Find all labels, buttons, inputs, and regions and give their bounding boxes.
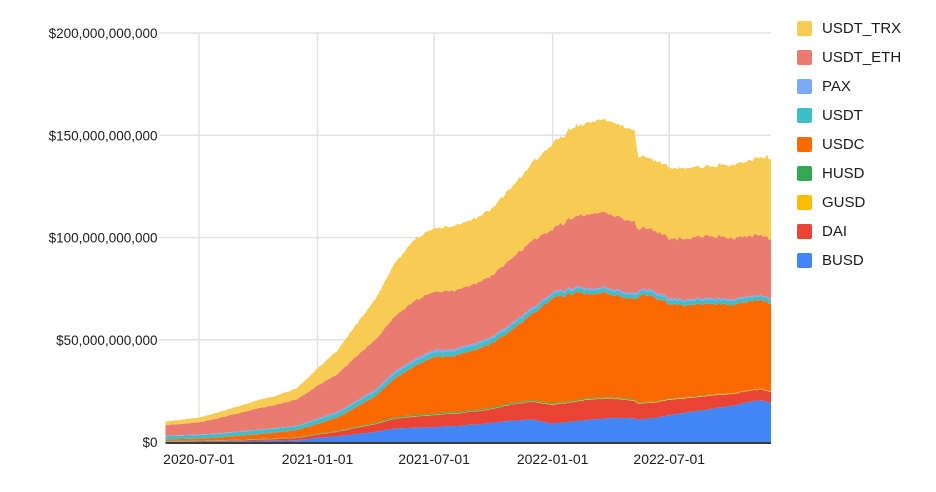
area-USDT_TRX[interactable]: [165, 118, 772, 425]
y-axis-tick-label-150B: $150,000,000,000: [49, 128, 158, 143]
y-axis-tick-label-200B: $200,000,000,000: [49, 26, 158, 41]
legend-swatch-HUSD: [797, 166, 812, 181]
area-USDT[interactable]: [165, 287, 772, 440]
legend-item-USDT_TRX[interactable]: USDT_TRX: [797, 14, 901, 43]
area-USDC[interactable]: [165, 291, 772, 441]
chart-legend: USDT_TRX USDT_ETH PAX USDT USDC HUSD GUSD DAI BU…: [797, 14, 901, 275]
x-axis-tick-label-2021-07-01: 2021-07-01: [398, 451, 470, 467]
legend-swatch-GUSD: [797, 195, 812, 210]
legend-swatch-DAI: [797, 224, 812, 239]
area-BUSD[interactable]: [165, 400, 772, 442]
y-axis-tick-label-100B: $100,000,000,000: [49, 231, 158, 246]
legend-swatch-USDC: [797, 137, 812, 152]
legend-item-GUSD[interactable]: GUSD: [797, 188, 901, 217]
legend-label-GUSD: GUSD: [822, 194, 866, 211]
x-axis-tick-label-2021-01-01: 2021-01-01: [282, 451, 354, 467]
legend-label-PAX: PAX: [822, 78, 851, 95]
area-DAI[interactable]: [165, 389, 772, 442]
legend-item-HUSD[interactable]: HUSD: [797, 159, 901, 188]
legend-label-USDC: USDC: [822, 136, 865, 153]
legend-label-DAI: DAI: [822, 223, 848, 240]
legend-item-BUSD[interactable]: BUSD: [797, 246, 901, 275]
legend-item-DAI[interactable]: DAI: [797, 217, 901, 246]
legend-item-USDC[interactable]: USDC: [797, 130, 901, 159]
legend-label-USDT: USDT: [822, 107, 863, 124]
area-USDT_ETH[interactable]: [165, 211, 772, 436]
legend-label-USDT_TRX: USDT_TRX: [822, 20, 902, 37]
x-axis-tick-label-2022-07-01: 2022-07-01: [633, 451, 705, 467]
legend-item-PAX[interactable]: PAX: [797, 72, 901, 101]
legend-item-USDT_ETH[interactable]: USDT_ETH: [797, 43, 901, 72]
legend-swatch-PAX: [797, 79, 812, 94]
legend-label-USDT_ETH: USDT_ETH: [822, 49, 902, 66]
x-axis-tick-label-2020-07-01: 2020-07-01: [163, 451, 235, 467]
legend-swatch-BUSD: [797, 253, 812, 268]
legend-label-HUSD: HUSD: [822, 165, 865, 182]
legend-swatch-USDT_TRX: [797, 21, 812, 36]
legend-swatch-USDT: [797, 108, 812, 123]
y-axis-tick-label-0B: $0: [142, 435, 157, 450]
x-axis-tick-label-2022-01-01: 2022-01-01: [517, 451, 589, 467]
legend-item-USDT[interactable]: USDT: [797, 101, 901, 130]
legend-label-BUSD: BUSD: [822, 252, 864, 269]
legend-swatch-USDT_ETH: [797, 50, 812, 65]
y-axis-tick-label-50B: $50,000,000,000: [56, 333, 157, 348]
